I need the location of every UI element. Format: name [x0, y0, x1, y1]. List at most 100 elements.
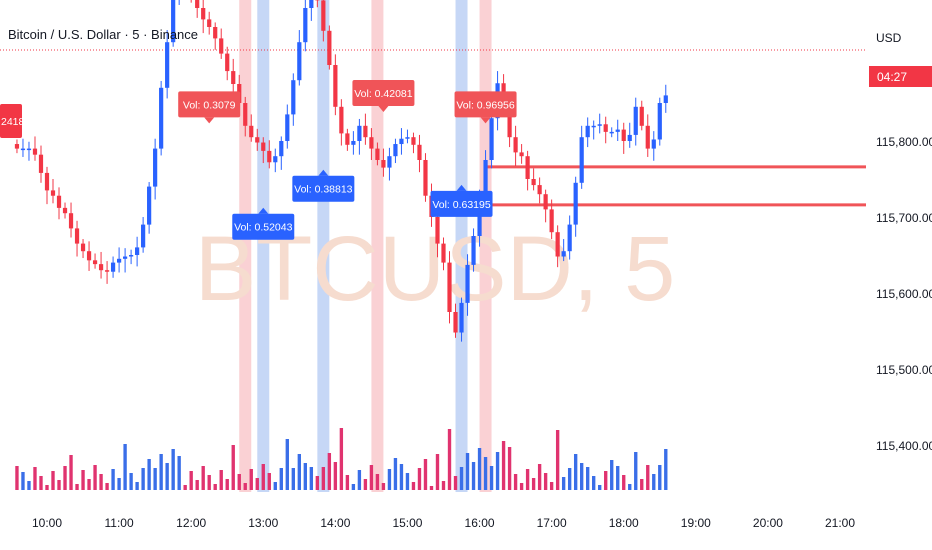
candle-body-105	[645, 125, 650, 149]
candle-68	[423, 153, 428, 202]
volume-bar-51	[321, 467, 326, 490]
volume-bar-7	[57, 480, 61, 490]
marker-3: Vol: 0.42081	[352, 80, 415, 112]
volume-bar-12	[87, 479, 91, 490]
candle-75	[465, 254, 470, 316]
candle-7	[56, 187, 62, 220]
candle-body-4	[38, 154, 44, 173]
candle-body-44	[279, 141, 284, 157]
candle-50	[315, 0, 320, 8]
candle-105	[645, 114, 650, 157]
candle-39	[249, 114, 254, 142]
volume-bar-90	[555, 430, 560, 490]
volume-bar-100	[616, 466, 620, 490]
candle-38	[243, 96, 248, 137]
candle-body-95	[585, 125, 590, 138]
candle-55	[345, 128, 350, 151]
candle-body-59	[369, 137, 374, 149]
volume-bar-37	[237, 474, 241, 490]
candle-body-75	[465, 264, 470, 303]
volume-bar-87	[537, 464, 542, 490]
candle-body-6	[50, 190, 56, 196]
candle-92	[567, 215, 572, 260]
candle-61	[381, 148, 386, 177]
candle-body-48	[303, 8, 308, 43]
candle-8	[62, 202, 68, 219]
candle-body-61	[381, 160, 386, 168]
volume-bar-93	[573, 454, 578, 490]
candle-body-66	[411, 137, 416, 145]
candle-21	[141, 217, 146, 253]
volume-bar-58	[363, 479, 368, 490]
candle-31	[201, 0, 206, 34]
volume-bar-15	[105, 483, 109, 490]
candle-body-33	[213, 27, 218, 39]
candle-body-41	[261, 142, 266, 151]
volume-bar-82	[507, 447, 512, 490]
volume-bar-4	[39, 476, 43, 490]
marker-label-5: Vol: 0.96956	[456, 99, 515, 111]
volume-bar-77	[477, 448, 482, 490]
volume-bar-8	[63, 466, 67, 490]
volume-bar-34	[219, 470, 223, 490]
candle-58	[363, 113, 368, 145]
candle-20	[135, 236, 140, 267]
clipped-marker-label: 2418	[1, 116, 25, 128]
candle-body-19	[129, 255, 134, 257]
volume-bar-55	[345, 475, 350, 490]
candle-body-76	[471, 236, 476, 265]
candle-body-53	[333, 65, 338, 107]
time-tick-11: 21:00	[825, 516, 855, 530]
band-up-1	[317, 0, 330, 492]
candle-36	[231, 58, 236, 97]
candle-body-56	[351, 141, 356, 145]
candle-body-18	[122, 256, 128, 259]
volume-bar-11	[81, 470, 85, 490]
volume-bar-73	[453, 476, 458, 490]
candle-body-47	[297, 42, 302, 81]
volume-bar-88	[543, 473, 548, 490]
candle-56	[351, 131, 356, 155]
volume-bar-44	[279, 468, 283, 490]
candle-body-25	[165, 42, 170, 88]
candle-23	[153, 138, 158, 200]
volume-bar-70	[435, 454, 440, 490]
candle-22	[147, 182, 152, 234]
volume-bar-36	[231, 445, 235, 490]
candle-9	[68, 202, 74, 238]
candle-73	[453, 303, 458, 338]
candle-71	[441, 237, 446, 271]
volume-bar-101	[622, 475, 626, 490]
candle-19	[129, 249, 134, 265]
volume-bar-46	[291, 468, 295, 490]
volume-bar-85	[525, 469, 530, 490]
volume-bar-97	[598, 485, 602, 490]
candle-body-45	[285, 114, 290, 141]
candle-94	[579, 125, 584, 189]
marker-label-0: Vol: 0.3079	[183, 99, 236, 111]
time-tick-1: 11:00	[105, 516, 134, 530]
marker-box-0	[178, 91, 241, 118]
volume-bar-68	[423, 459, 428, 490]
candle-body-51	[321, 0, 326, 31]
candle-body-32	[207, 19, 212, 27]
candle-107	[657, 97, 662, 146]
volume-bar-5	[45, 485, 49, 490]
time-tick-6: 16:00	[465, 516, 495, 530]
candle-body-90	[555, 232, 560, 257]
volume-bar-47	[297, 454, 302, 490]
candle-body-35	[225, 53, 230, 72]
volume-bar-64	[399, 464, 404, 490]
volume-bar-83	[513, 474, 518, 490]
candle-67	[417, 134, 422, 173]
candle-body-102	[627, 134, 632, 141]
candle-86	[531, 168, 536, 191]
band-down-1	[371, 0, 384, 492]
candle-body-68	[423, 160, 428, 196]
candle-29	[190, 0, 192, 3]
time-tick-0: 10:00	[32, 516, 62, 530]
volume-bar-98	[604, 471, 608, 490]
candle-body-107	[657, 103, 662, 140]
volume-bar-60	[375, 474, 380, 490]
